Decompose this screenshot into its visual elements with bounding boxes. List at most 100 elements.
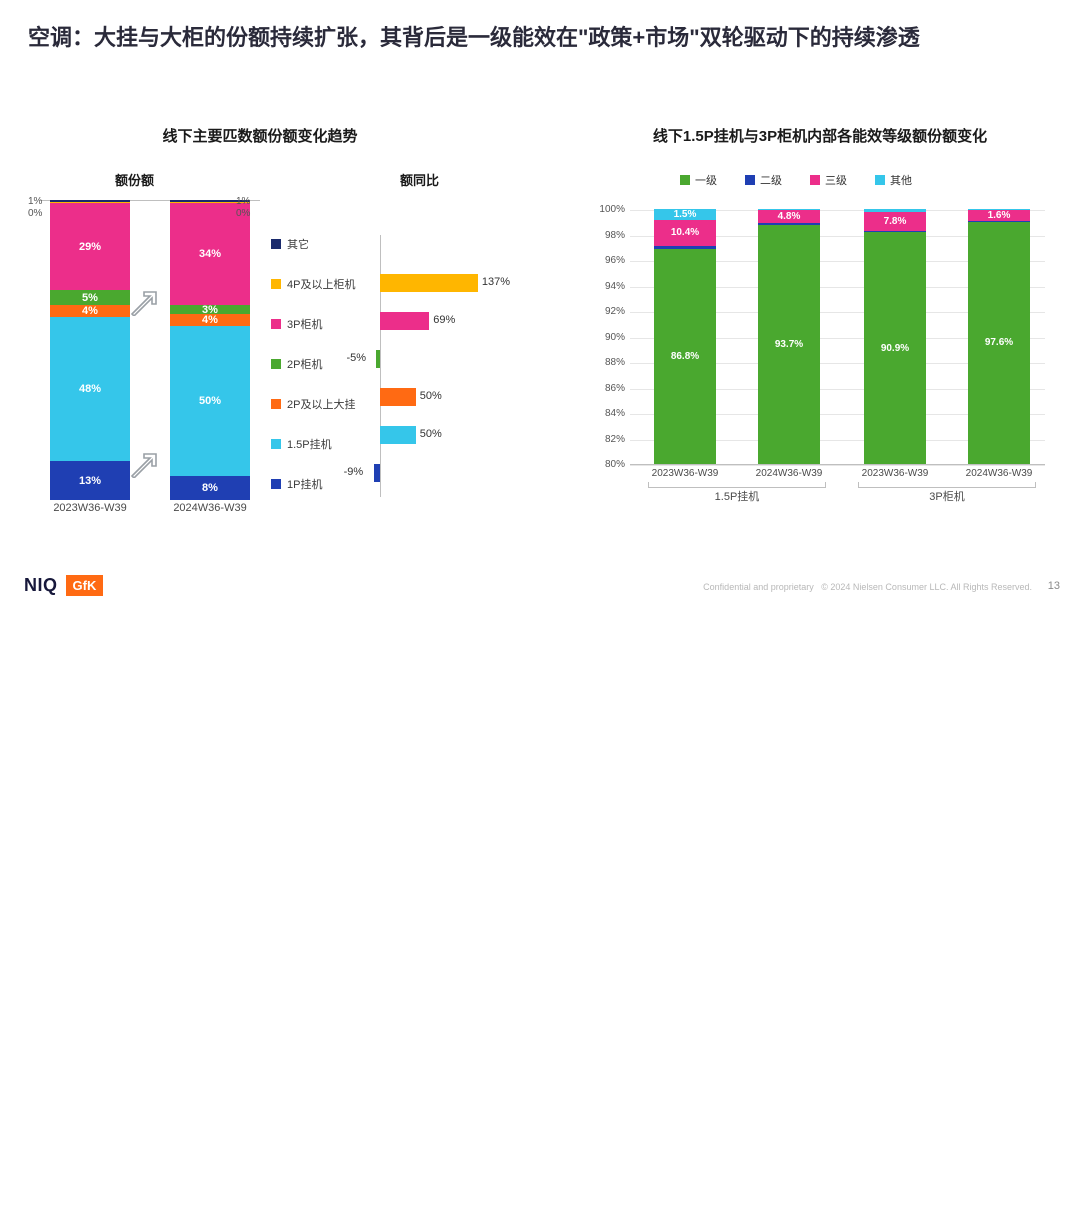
x-axis-label: 2023W36-W39 xyxy=(45,502,135,514)
yoy-value-label: 50% xyxy=(420,428,442,440)
stack-column: 90.9%7.8% xyxy=(864,209,926,464)
y-tick-label: 88% xyxy=(585,357,625,368)
right-legend: 一级 二级 三级 其他 xyxy=(680,172,912,188)
yoy-bar xyxy=(380,388,416,406)
yoy-value-label: -5% xyxy=(346,352,366,364)
x-axis-label: 2023W36-W39 xyxy=(640,468,730,479)
stack-segment: 1.6% xyxy=(968,210,1030,221)
niq-logo: NIQ xyxy=(24,575,58,596)
footer-text: Confidential and proprietary © 2024 Niel… xyxy=(703,582,1032,592)
legend-swatch xyxy=(875,175,885,185)
x-axis-label: 2024W36-W39 xyxy=(165,502,255,514)
page-number: 13 xyxy=(1048,580,1060,592)
y-tick-label: 80% xyxy=(585,459,625,470)
yoy-bar xyxy=(380,274,478,292)
legend-swatch xyxy=(810,175,820,185)
legend-label: 1P挂机 xyxy=(287,476,322,492)
legend-label: 一级 xyxy=(695,172,717,188)
yoy-value-label: 137% xyxy=(482,276,510,288)
yoy-bar xyxy=(376,350,380,368)
arrow-icon xyxy=(130,450,158,478)
stack-segment: 86.8% xyxy=(654,249,716,464)
stack-column: 93.7% 4.8% xyxy=(758,209,820,464)
stack-column: 97.6%1.6% xyxy=(968,209,1030,464)
stack-segment: 4% xyxy=(50,305,130,317)
y-tick-label: 92% xyxy=(585,306,625,317)
legend-label: 其他 xyxy=(890,172,912,188)
yoy-chart: 137%69%-5%50%50%-9% xyxy=(350,225,530,505)
group-label: 1.5P挂机 xyxy=(654,488,820,504)
legend-label: 4P及以上柜机 xyxy=(287,276,355,292)
left-top-anno-1: 1% xyxy=(28,196,42,207)
y-tick-label: 86% xyxy=(585,383,625,394)
stack-segment: 8% xyxy=(170,476,250,500)
stack-segment: 10.4% xyxy=(654,220,716,246)
legend-swatch xyxy=(271,359,281,369)
y-tick-label: 96% xyxy=(585,255,625,266)
stack-segment: 1.5% xyxy=(654,209,716,220)
yoy-value-label: 69% xyxy=(433,314,455,326)
legend-swatch xyxy=(680,175,690,185)
yoy-value-label: 50% xyxy=(420,390,442,402)
legend-label: 1.5P挂机 xyxy=(287,436,332,452)
footer: NIQ GfK Confidential and proprietary © 2… xyxy=(0,572,1080,598)
legend-swatch xyxy=(271,439,281,449)
stack-column: 86.8% 10.4%1.5% xyxy=(654,209,716,464)
stack-segment: 4% xyxy=(170,314,250,326)
right-stacked-chart: 80%82%84%86%88%90%92%94%96%98%100% 86.8%… xyxy=(585,200,1055,505)
yoy-bar xyxy=(380,312,429,330)
gfk-logo: GfK xyxy=(66,575,104,596)
yoy-value-label: -9% xyxy=(344,466,364,478)
legend-item: 其他 xyxy=(875,172,912,188)
legend-item: 一级 xyxy=(680,172,717,188)
stack-column: 8%50%4%3%34% xyxy=(170,200,250,500)
yoy-bar xyxy=(374,464,380,482)
legend-swatch xyxy=(271,239,281,249)
y-tick-label: 84% xyxy=(585,408,625,419)
y-tick-label: 100% xyxy=(585,204,625,215)
legend-swatch xyxy=(271,399,281,409)
left-subhead-yoy: 额同比 xyxy=(400,170,439,189)
slide-title: 空调：大挂与大柜的份额持续扩张，其背后是一级能效在"政策+市场"双轮驱动下的持续… xyxy=(28,22,1052,54)
group-label: 3P柜机 xyxy=(864,488,1030,504)
yoy-bar xyxy=(380,426,416,444)
stack-segment: 5% xyxy=(50,290,130,305)
stack-segment: 50% xyxy=(170,326,250,476)
stack-segment: 97.6% xyxy=(968,222,1030,464)
stack-segment: 90.9% xyxy=(864,232,926,464)
arrow-icon xyxy=(130,288,158,316)
left-top-anno-4: 0% xyxy=(236,208,250,219)
legend-label: 二级 xyxy=(760,172,782,188)
x-axis-label: 2023W36-W39 xyxy=(850,468,940,479)
left-top-anno-3: 1% xyxy=(236,196,250,207)
x-axis-label: 2024W36-W39 xyxy=(954,468,1044,479)
legend-swatch xyxy=(271,279,281,289)
stack-segment: 7.8% xyxy=(864,212,926,232)
y-tick-label: 98% xyxy=(585,230,625,241)
legend-item: 三级 xyxy=(810,172,847,188)
stack-segment: 93.7% xyxy=(758,225,820,464)
stack-segment: 3% xyxy=(170,305,250,314)
stack-segment: 13% xyxy=(50,461,130,500)
stack-segment: 4.8% xyxy=(758,210,820,222)
stack-column: 13%48%4%5%29% xyxy=(50,200,130,500)
legend-swatch xyxy=(745,175,755,185)
right-chart-title: 线下1.5P挂机与3P柜机内部各能效等级额份额变化 xyxy=(580,125,1060,146)
stack-segment: 48% xyxy=(50,317,130,461)
left-top-anno-2: 0% xyxy=(28,208,42,219)
legend-label: 三级 xyxy=(825,172,847,188)
legend-label: 2P柜机 xyxy=(287,356,322,372)
legend-item: 二级 xyxy=(745,172,782,188)
legend-swatch xyxy=(271,319,281,329)
legend-swatch xyxy=(271,479,281,489)
y-tick-label: 90% xyxy=(585,332,625,343)
x-axis-label: 2024W36-W39 xyxy=(744,468,834,479)
legend-label: 其它 xyxy=(287,236,309,252)
gridline xyxy=(630,465,1045,466)
left-subhead-share: 额份额 xyxy=(115,170,154,189)
y-tick-label: 82% xyxy=(585,434,625,445)
legend-label: 3P柜机 xyxy=(287,316,322,332)
left-chart-title: 线下主要匹数额份额变化趋势 xyxy=(80,125,440,146)
legend-label: 2P及以上大挂 xyxy=(287,396,355,412)
logo-block: NIQ GfK xyxy=(24,575,103,596)
